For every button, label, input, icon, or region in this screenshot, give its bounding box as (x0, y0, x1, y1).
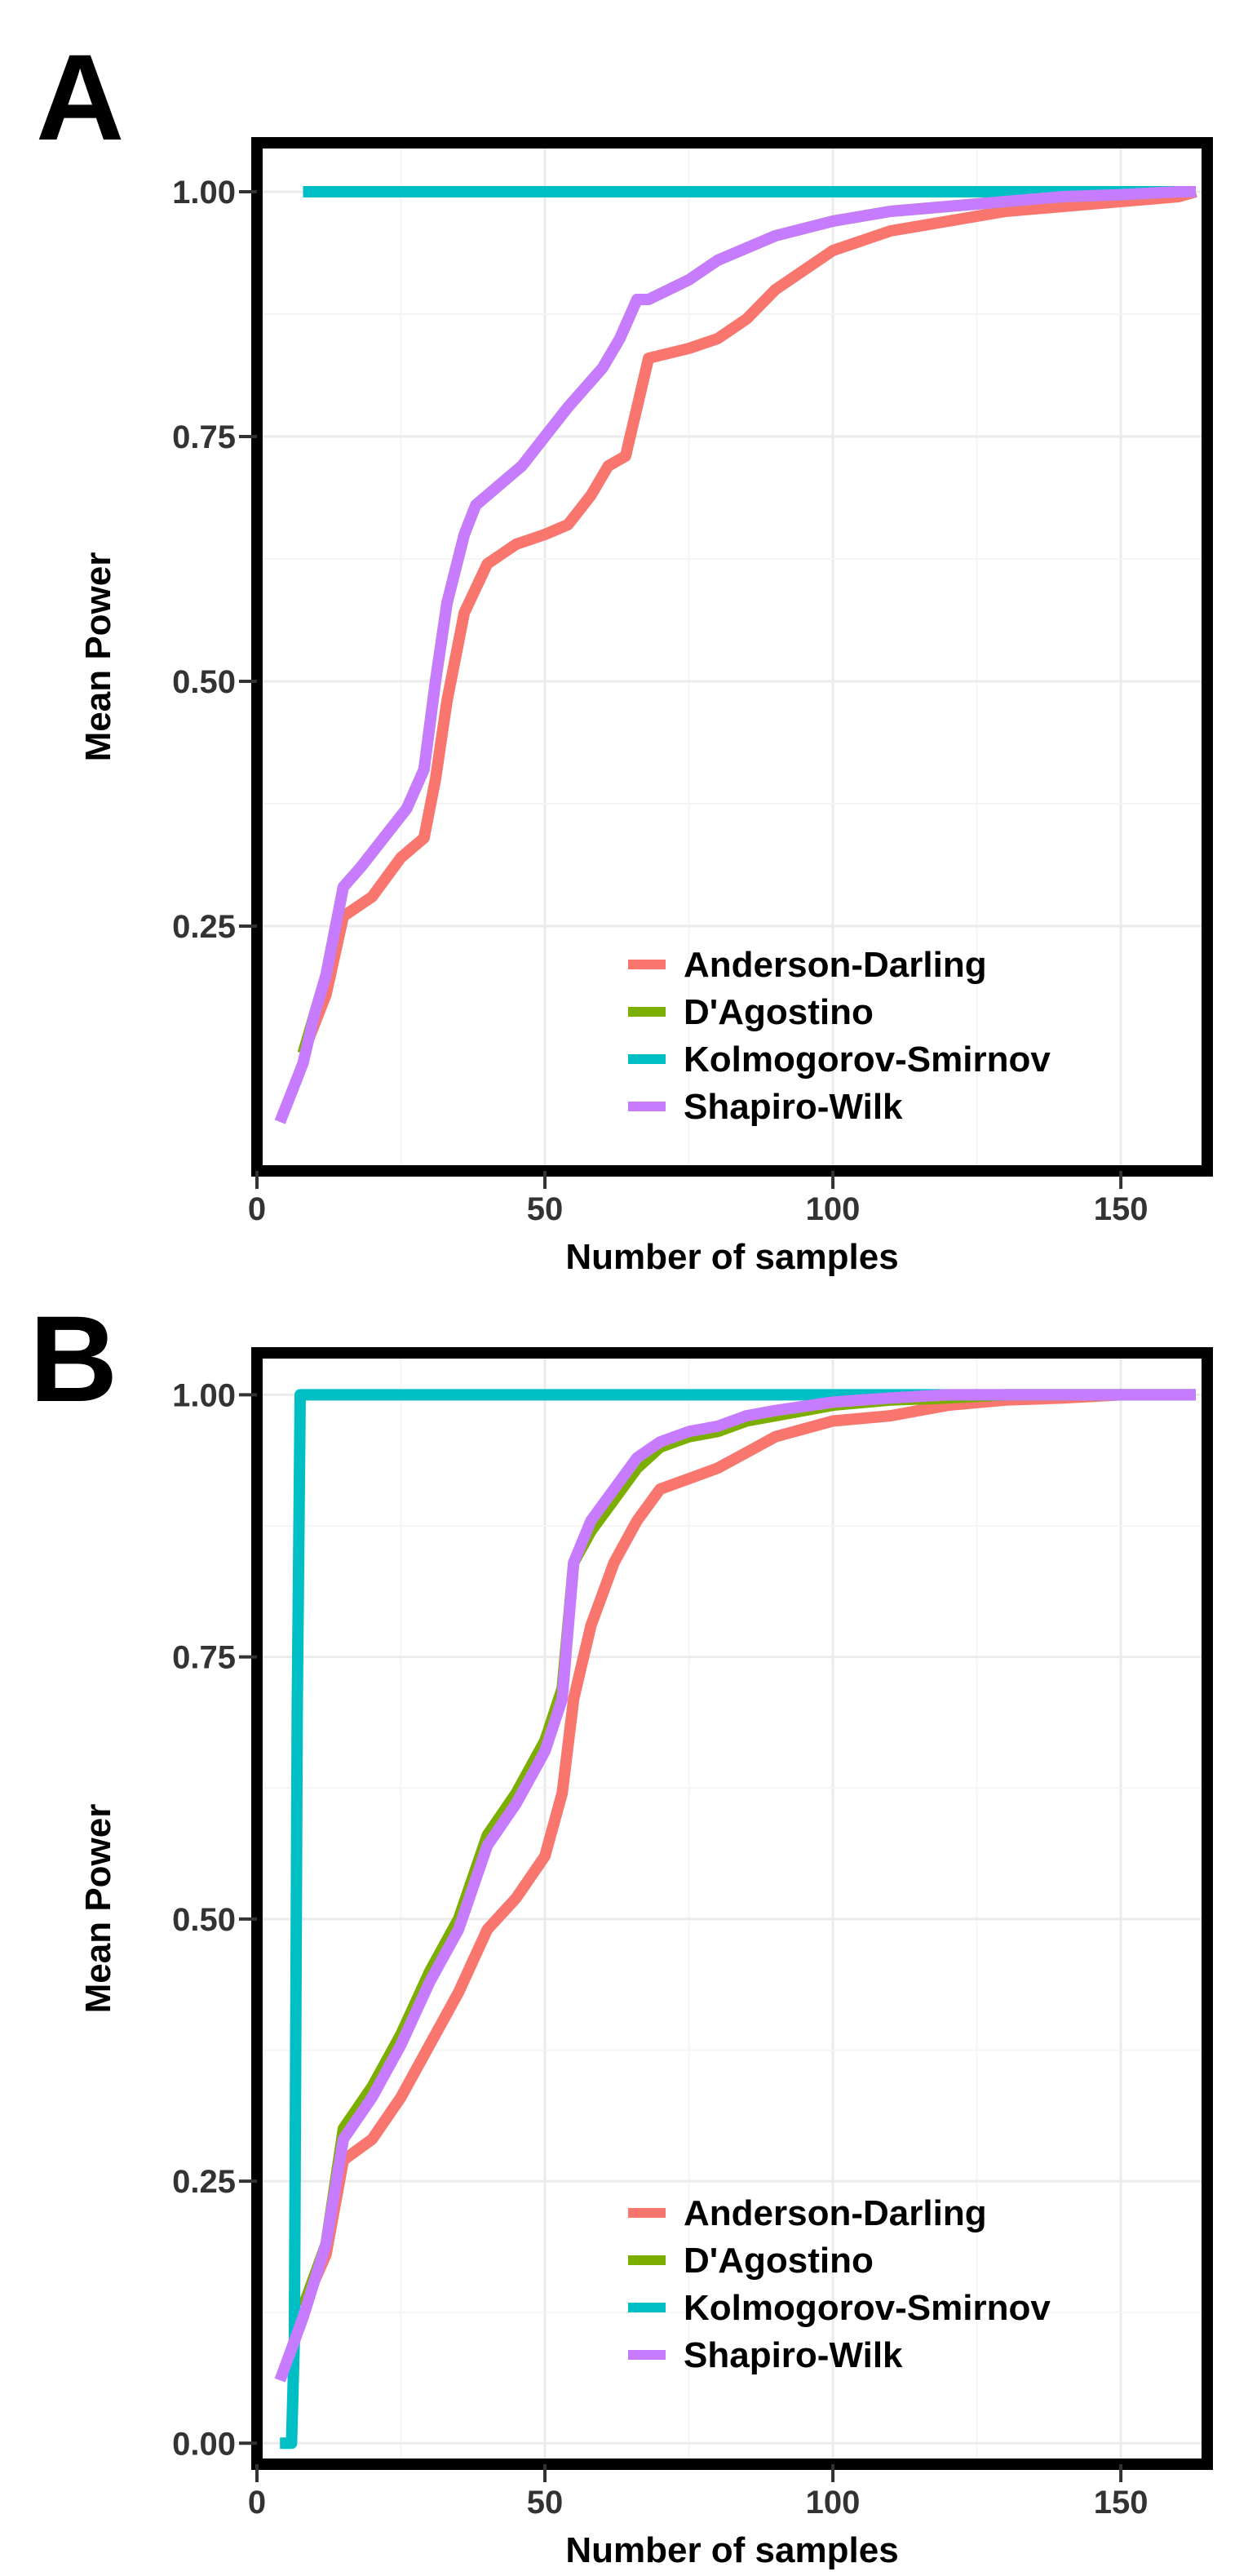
legend-label-anderson-darling: Anderson-Darling (684, 2193, 987, 2233)
panel-letter-a: A (36, 29, 125, 166)
legend-label-kolmogorov-smirnov: Kolmogorov-Smirnov (684, 1040, 1051, 1080)
y-tick-label: 0.25 (172, 909, 236, 945)
y-tick-label: 1.00 (172, 175, 236, 211)
y-tick-label: 0.00 (172, 2426, 236, 2462)
x-axis-title: Number of samples (565, 2530, 898, 2570)
x-tick-label: 50 (527, 1191, 564, 1227)
series-line-kolmogorov-smirnov (280, 1389, 1196, 2450)
legend-label-d-agostino: D'Agostino (684, 992, 874, 1032)
x-tick-label: 150 (1094, 2485, 1149, 2521)
plot-frame (251, 137, 1213, 1177)
series-line-anderson-darling (297, 186, 1197, 1056)
x-tick-label: 0 (248, 1191, 266, 1227)
y-tick-label: 0.75 (172, 1640, 236, 1676)
chart-a: 0.25 0.50 0.75 1.00 0 50 100 150 Number of sampl… (78, 137, 1213, 1277)
legend-label-shapiro-wilk: Shapiro-Wilk (684, 1087, 903, 1127)
x-tick-label: 100 (806, 2485, 861, 2521)
legend-label-d-agostino: D'Agostino (684, 2241, 874, 2281)
y-axis-title: Mean Power (78, 552, 118, 762)
legend-label-shapiro-wilk: Shapiro-Wilk (684, 2335, 903, 2375)
series-line-anderson-darling (298, 1389, 1196, 2310)
plot-background (257, 1353, 1207, 2464)
y-tick-label: 1.00 (172, 1377, 236, 1413)
legend-label-anderson-darling: Anderson-Darling (684, 945, 987, 985)
x-tick-label: 0 (248, 2485, 266, 2521)
chart-b: 0.00 0.25 0.50 0.75 1.00 0 50 100 150 Number of s… (78, 1347, 1213, 2570)
y-tick-label: 0.75 (172, 419, 236, 455)
x-tick-label: 150 (1094, 1191, 1149, 1227)
y-tick-label: 0.25 (172, 2164, 236, 2200)
y-axis-title: Mean Power (78, 1804, 118, 2014)
y-tick-label: 0.50 (172, 664, 236, 700)
legend-label-kolmogorov-smirnov: Kolmogorov-Smirnov (684, 2288, 1051, 2328)
x-tick-label: 50 (527, 2485, 564, 2521)
x-axis-title: Number of samples (565, 1237, 898, 1277)
x-tick-label: 100 (806, 1191, 861, 1227)
series-line-shapiro-wilk (274, 1389, 1196, 2383)
series-line-shapiro-wilk (274, 186, 1196, 1124)
panel-letter-b: B (29, 1290, 118, 1427)
y-tick-label: 0.50 (172, 1902, 236, 1938)
plot-frame (251, 1347, 1213, 2470)
